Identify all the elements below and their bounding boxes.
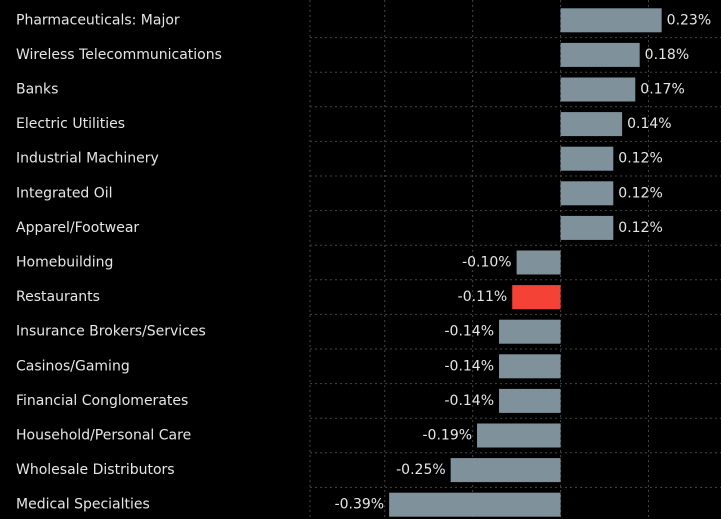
bar — [560, 8, 662, 33]
bar — [560, 181, 614, 206]
value-label: 0.18% — [645, 47, 689, 63]
category-label: Wireless Telecommunications — [16, 47, 222, 63]
bar — [560, 112, 623, 137]
category-label: Insurance Brokers/Services — [16, 324, 206, 340]
category-label: Household/Personal Care — [16, 428, 191, 444]
value-label: -0.39% — [335, 497, 385, 513]
category-label: Casinos/Gaming — [16, 358, 130, 374]
value-label: -0.19% — [423, 428, 473, 444]
bar — [560, 42, 640, 67]
bar — [499, 319, 561, 344]
category-label: Banks — [16, 82, 58, 98]
category-label: Apparel/Footwear — [16, 220, 139, 236]
category-label: Homebuilding — [16, 255, 113, 271]
category-label: Wholesale Distributors — [16, 462, 175, 478]
bar — [477, 423, 561, 448]
value-label: -0.25% — [396, 462, 446, 478]
bar — [499, 388, 561, 413]
category-label: Electric Utilities — [16, 116, 125, 132]
value-label: 0.12% — [618, 220, 662, 236]
value-label: 0.23% — [667, 12, 711, 28]
category-label: Integrated Oil — [16, 185, 113, 201]
value-label: -0.14% — [444, 324, 494, 340]
bar — [560, 146, 614, 171]
value-label: 0.17% — [640, 82, 684, 98]
category-label: Pharmaceuticals: Major — [16, 12, 180, 28]
category-label: Restaurants — [16, 289, 100, 305]
value-label: -0.11% — [458, 289, 508, 305]
bar — [499, 354, 561, 379]
bar — [389, 492, 561, 517]
bar — [516, 250, 561, 275]
category-label: Industrial Machinery — [16, 151, 159, 167]
value-label: 0.14% — [627, 116, 671, 132]
bar — [512, 285, 561, 310]
value-label: 0.12% — [618, 151, 662, 167]
value-label: -0.14% — [444, 393, 494, 409]
value-label: -0.14% — [444, 358, 494, 374]
category-label: Medical Specialties — [16, 497, 150, 513]
value-label: -0.10% — [462, 255, 512, 271]
bar — [560, 77, 636, 102]
value-label: 0.12% — [618, 185, 662, 201]
bar — [560, 215, 614, 240]
category-label: Financial Conglomerates — [16, 393, 188, 409]
bar — [450, 458, 561, 483]
